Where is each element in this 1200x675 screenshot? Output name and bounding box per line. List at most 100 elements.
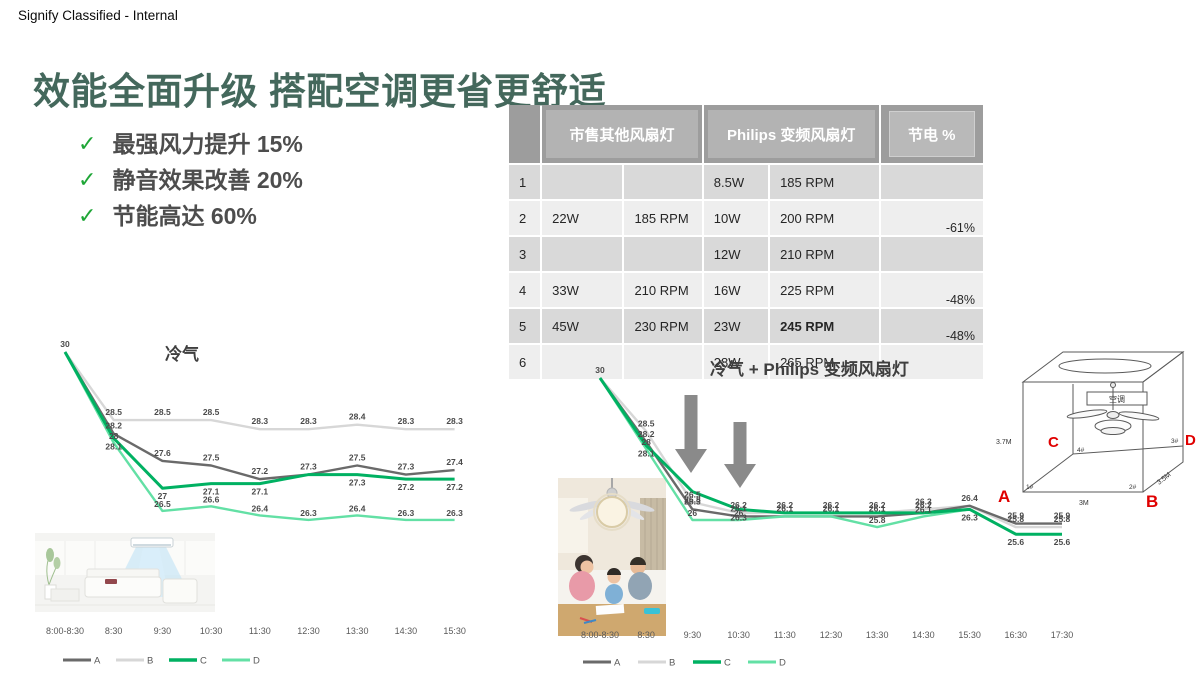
page-title: 效能全面升级 搭配空调更省更舒适: [33, 70, 607, 112]
cell-ph-w: 28W: [703, 345, 769, 379]
x-tick-label: 8:00-8:30: [46, 626, 84, 636]
cell-other-rpm: 210 RPM: [624, 273, 702, 307]
series-line-B: [64, 351, 455, 431]
cell-other-rpm: [624, 345, 702, 379]
table-row: 5 45W 230 RPM 23W 245 RPM -48%: [509, 309, 983, 343]
corner-letter-c: C: [1048, 434, 1059, 451]
header-label: Philips 变频风扇灯: [707, 110, 875, 158]
data-label: 28.3: [300, 416, 317, 426]
data-label: 26.2: [730, 500, 747, 510]
diagram-ac-label: 空调: [1109, 394, 1125, 404]
data-label: 30: [60, 339, 70, 349]
data-label: 26.1: [915, 504, 932, 514]
data-label: 25.6: [1008, 537, 1025, 547]
data-label: 26: [688, 508, 698, 518]
data-label: 27.4: [446, 457, 463, 467]
data-label: 26.2: [915, 500, 932, 510]
x-tick-label: 8:00-8:30: [581, 630, 619, 640]
corner-letter-d: D: [1185, 432, 1196, 449]
cell-other-w: [542, 237, 623, 271]
data-label: 27.5: [203, 453, 220, 463]
cell-ph-rpm: 210 RPM: [770, 237, 879, 271]
header-other-fan: 市售其他风扇灯: [542, 105, 702, 163]
legend-label-A: A: [614, 658, 621, 669]
x-tick-label: 8:30: [637, 630, 655, 640]
data-label: 25.6: [1054, 537, 1071, 547]
data-label: 26.3: [730, 512, 747, 522]
series-line-C: [598, 377, 1062, 536]
cell-num: 2: [509, 201, 541, 235]
list-item: ✓ 最强风力提升 15%: [78, 126, 303, 162]
chart-title: 冷气 + Philips 变频风扇灯: [710, 359, 909, 379]
series-line-C: [63, 351, 455, 490]
cell-other-w: [542, 345, 623, 379]
corner-tag: 4#: [1077, 447, 1085, 454]
legend-label-B: B: [669, 658, 675, 669]
data-label: 27.6: [154, 448, 171, 458]
x-tick-label: 16:30: [1005, 630, 1028, 640]
x-tick-label: 14:30: [395, 626, 418, 636]
cell-ph-rpm: 265 RPM: [770, 345, 879, 379]
cell-saving: -48%: [880, 309, 983, 343]
data-label: 28: [109, 431, 119, 441]
data-label: 28.4: [349, 412, 366, 422]
data-label: 26.5: [684, 489, 701, 499]
data-label: 28.3: [252, 416, 269, 426]
cell-saving: [880, 237, 983, 271]
data-label: 26.6: [203, 494, 220, 504]
x-tick-label: 15:30: [443, 626, 466, 636]
cell-num: 5: [509, 309, 541, 343]
data-label: 26.1: [869, 503, 886, 513]
data-label: 28.1: [638, 448, 655, 458]
legend-label-D: D: [779, 658, 786, 669]
legend-label-D: D: [253, 656, 260, 667]
cell-ph-rpm: 185 RPM: [770, 165, 879, 199]
x-tick-label: 8:30: [105, 626, 123, 636]
cell-ph-w: 23W: [703, 309, 769, 343]
data-label: 27.3: [398, 462, 415, 472]
data-label: 26.3: [684, 496, 701, 506]
classification-label: Signify Classified - Internal: [18, 8, 178, 23]
data-label: 28.5: [638, 418, 655, 428]
table-row: 6 28W 265 RPM: [509, 345, 983, 379]
data-label: 28: [641, 437, 651, 447]
data-label: 27: [158, 491, 168, 501]
data-label: 25.9: [1054, 511, 1071, 521]
data-label: 26.2: [777, 500, 794, 510]
data-label: 25.9: [1008, 511, 1025, 521]
data-label: 25.8: [1008, 514, 1025, 524]
data-label: 26.1: [730, 503, 747, 513]
corner-tag: 3#: [1171, 438, 1179, 445]
data-label: 28.5: [105, 407, 122, 417]
family-fan-lamp-photo: [558, 478, 666, 636]
cell-num: 1: [509, 165, 541, 199]
table-header-row: 市售其他风扇灯 Philips 变频风扇灯 节电 %: [509, 105, 983, 163]
benefit-list: ✓ 最强风力提升 15% ✓ 静音效果改善 20% ✓ 节能高达 60%: [78, 126, 303, 234]
cell-other-w: 45W: [542, 309, 623, 343]
data-label: 26.8: [684, 495, 701, 505]
data-label: 26.4: [252, 503, 269, 513]
table-row: 3 12W 210 RPM: [509, 237, 983, 271]
data-label: 27.3: [300, 462, 317, 472]
data-label: 27.1: [203, 487, 220, 497]
right-chart: 冷气 + Philips 变频风扇灯 30 28.5 26.5 26.2 26.2 26.2…: [581, 359, 1073, 669]
cell-ph-w: 10W: [703, 201, 769, 235]
data-label: 28.1: [105, 441, 122, 451]
check-icon: ✓: [78, 131, 97, 156]
legend-label-C: C: [724, 658, 731, 669]
cell-ph-w: 12W: [703, 237, 769, 271]
check-icon: ✓: [78, 167, 97, 192]
cell-other-w: 33W: [542, 273, 623, 307]
data-label: 26.3: [398, 508, 415, 518]
data-label: 28.3: [446, 416, 463, 426]
x-tick-label: 14:30: [912, 630, 935, 640]
data-label: 26.5: [154, 499, 171, 509]
legend-label-C: C: [200, 656, 207, 667]
cell-other-rpm: [624, 165, 702, 199]
data-label: 27.2: [252, 466, 269, 476]
x-tick-label: 10:30: [727, 630, 750, 640]
corner-letter-a: A: [998, 487, 1010, 506]
header-saving: 节电 %: [880, 105, 983, 163]
data-label: 28.5: [203, 407, 220, 417]
